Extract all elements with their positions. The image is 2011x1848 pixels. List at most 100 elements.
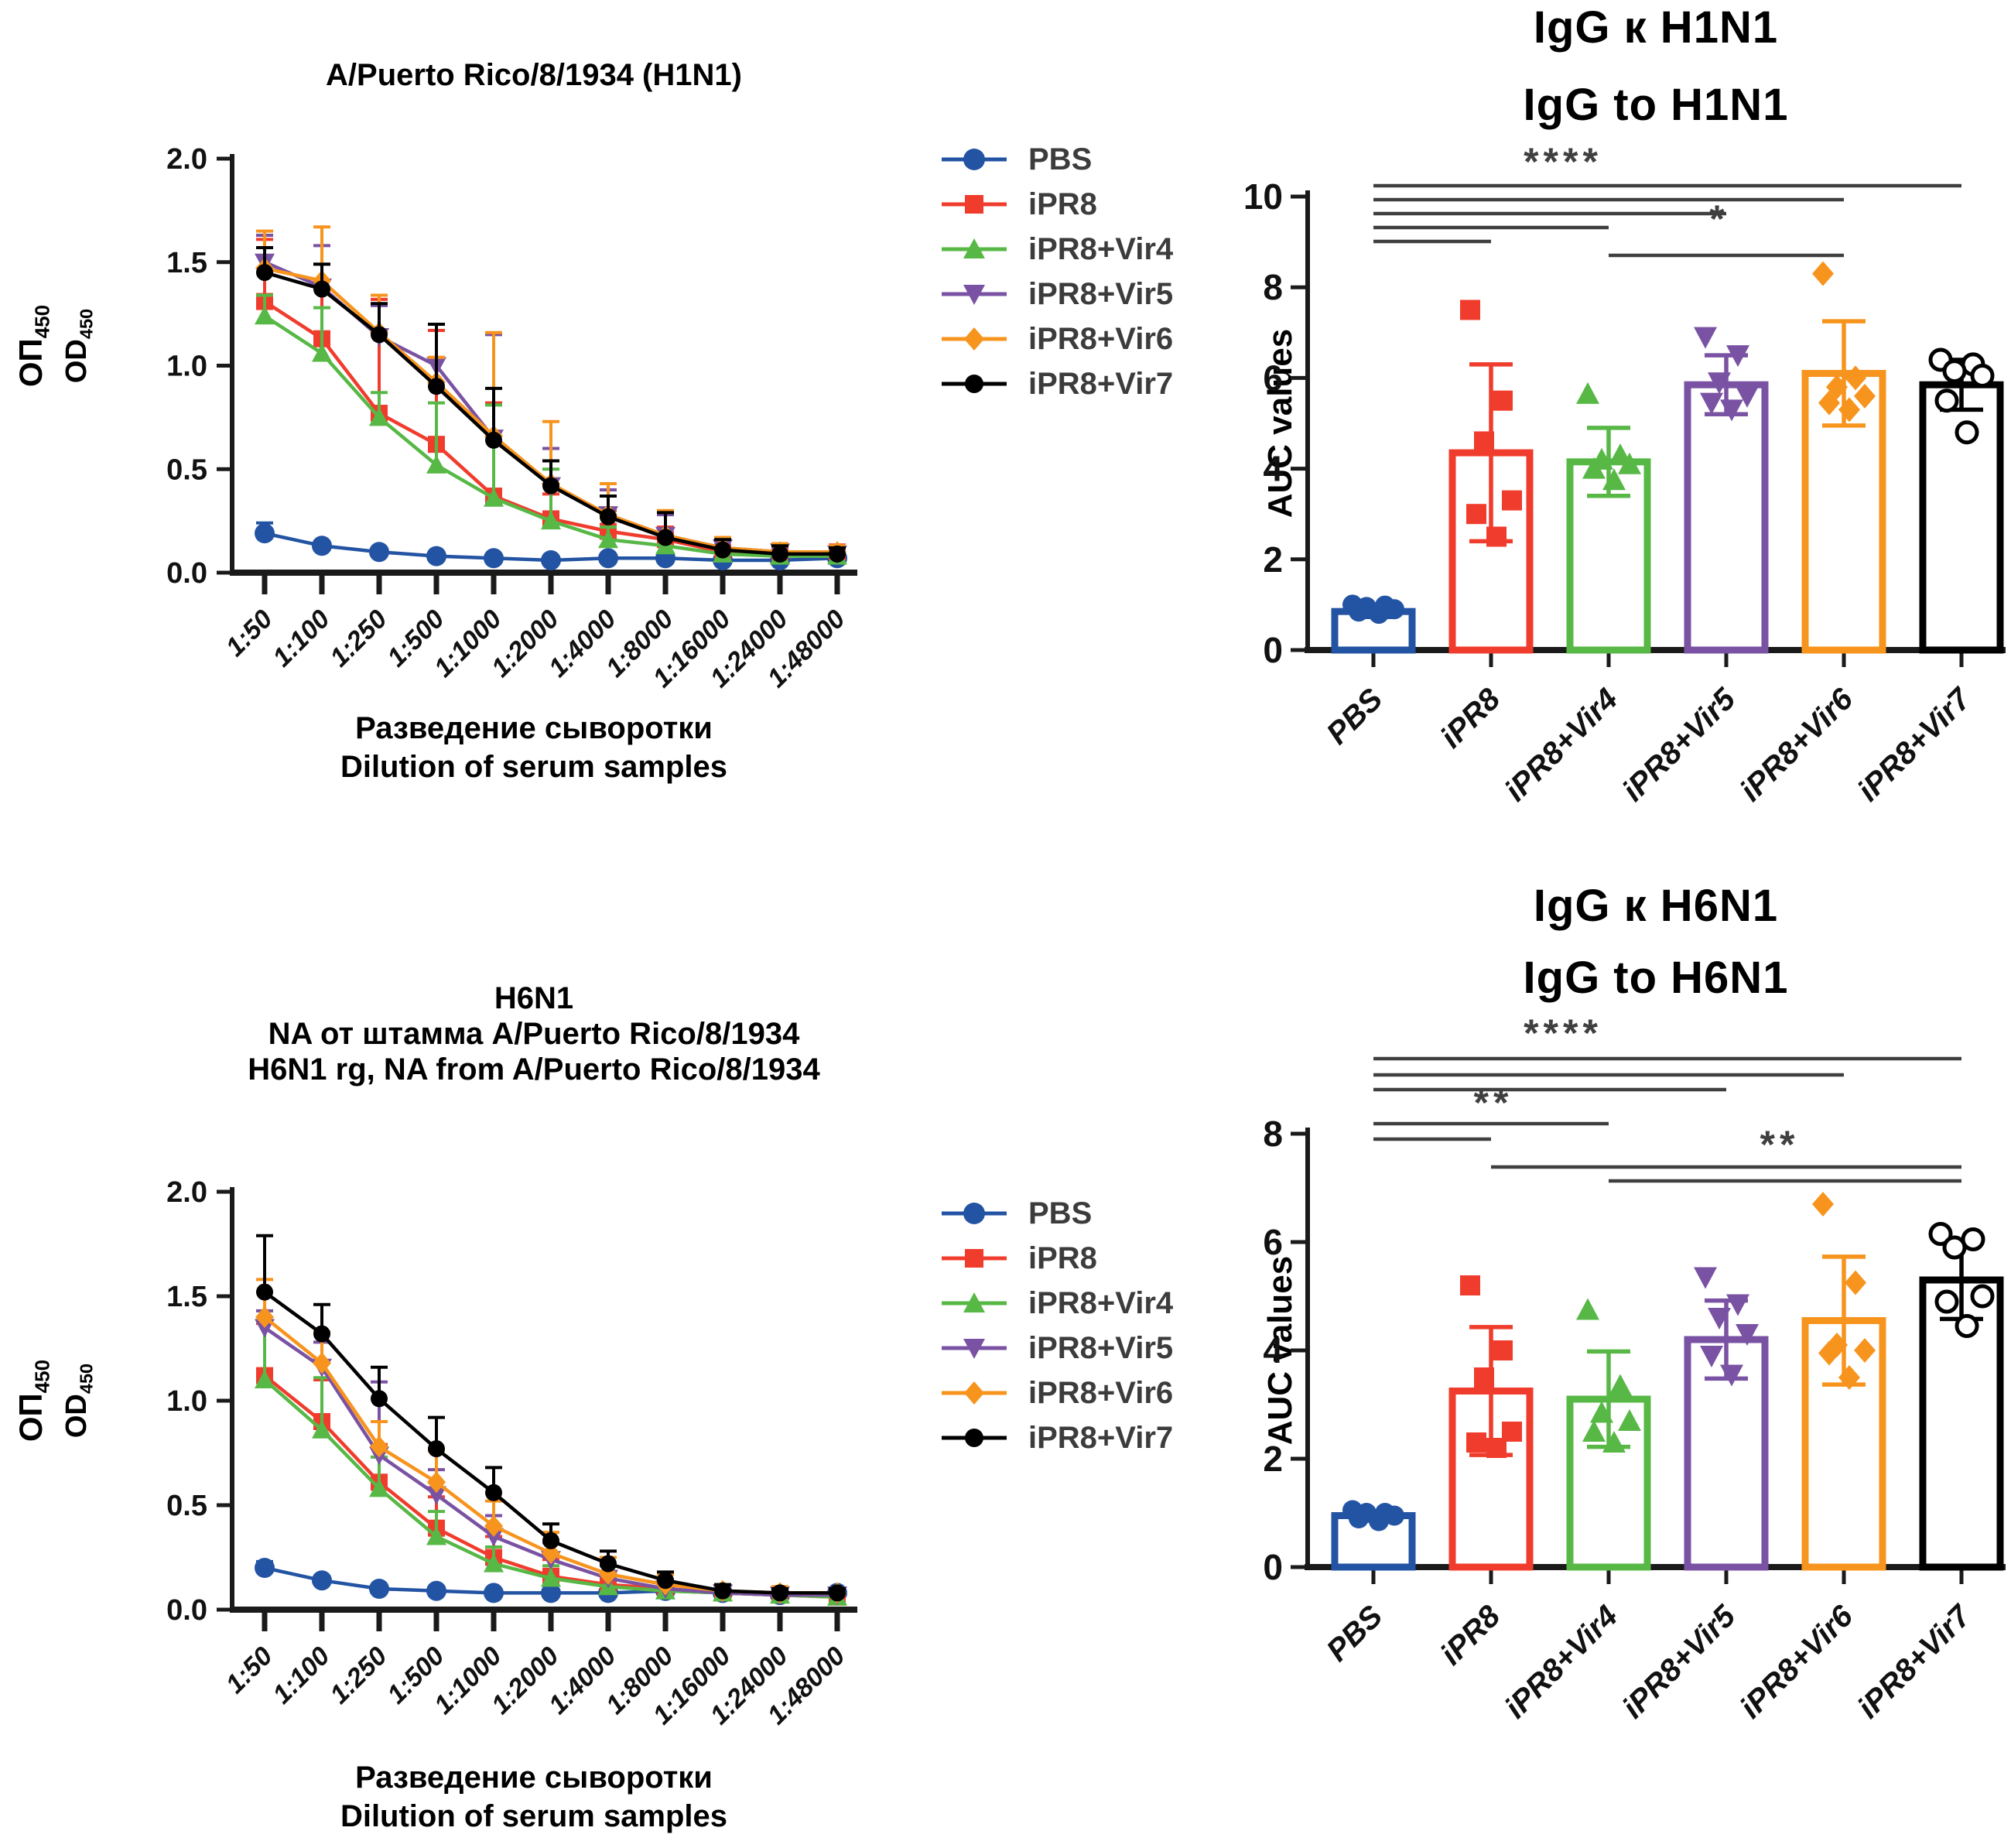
bar-chart-h1n1-title-ru: IgG к H1N1 — [1533, 2, 1779, 53]
significance-**-1: ** — [1373, 1081, 1609, 1141]
legend-item-ipr8-vir4: iPR8+Vir4 — [939, 1283, 1173, 1323]
legend-marker-triangle-down-icon — [942, 1339, 1007, 1359]
svg-text:10: 10 — [1243, 176, 1283, 217]
xlabel-ru: Разведение сыворотки — [355, 1761, 713, 1795]
line-chart-h6n1-xlabel: Разведение сыворотки Dilution of serum s… — [116, 1758, 952, 1836]
line-chart-h1n1-title: A/Puerto Rico/8/1934 (H1N1) — [326, 58, 742, 92]
legend-marker-triangle-up-icon — [942, 238, 1007, 258]
svg-text:iPR8+Vir4: iPR8+Vir4 — [1498, 682, 1624, 808]
legend-item-label: iPR8+Vir6 — [1028, 321, 1174, 356]
line-plot-h6n1: 0.00.51.01.52.01:501:1001:2501:5001:1000… — [166, 1176, 857, 1730]
bar-PBS — [1331, 594, 1416, 654]
svg-text:iPR8+Vir6: iPR8+Vir6 — [1733, 1599, 1859, 1725]
legend-item-label: PBS — [1028, 142, 1093, 176]
svg-text:0.5: 0.5 — [166, 453, 207, 486]
svg-text:**: ** — [1474, 1081, 1513, 1124]
legend-item-label: iPR8 — [1028, 187, 1097, 221]
svg-text:iPR8+Vir5: iPR8+Vir5 — [1616, 1599, 1742, 1725]
legend-item-ipr8: iPR8 — [939, 184, 1097, 224]
line-chart-h1n1-xlabel: Разведение сыворотки Dilution of serum s… — [116, 709, 952, 786]
svg-text:6: 6 — [1263, 358, 1283, 398]
svg-text:1:250: 1:250 — [324, 604, 392, 672]
svg-text:*: * — [1709, 197, 1729, 241]
svg-text:iPR8+Vir7: iPR8+Vir7 — [1851, 681, 1978, 808]
legend-item-ipr8: iPR8 — [939, 1238, 1097, 1278]
bar-chart-h1n1-title-en: IgG to H1N1 — [1523, 80, 1789, 130]
h6n1-title-line3: H6N1 rg, NA from A/Puerto Rico/8/1934 — [248, 1052, 820, 1087]
legend-item-label: PBS — [1028, 1196, 1093, 1230]
legend-marker-square-icon — [942, 1249, 1007, 1268]
bar-iPR8+Vir6 — [1801, 1192, 1886, 1571]
bar-iPR8+Vir4 — [1566, 1298, 1651, 1571]
legend-item-ipr8-vir7: iPR8+Vir7 — [939, 364, 1173, 404]
svg-text:iPR8: iPR8 — [1434, 682, 1507, 755]
svg-text:PBS: PBS — [1320, 682, 1389, 751]
series-iPR8+Vir7 — [256, 1234, 846, 1602]
legend-item-label: iPR8+Vir7 — [1028, 1420, 1174, 1455]
xlabel-en: Dilution of serum samples — [340, 750, 728, 784]
svg-text:iPR8+Vir6: iPR8+Vir6 — [1733, 682, 1859, 808]
h6n1-title-line2: NA от штамма A/Puerto Rico/8/1934 — [268, 1017, 800, 1051]
bar-plot-h6n1: 0 2 4 6 8 PBS iPR8iPR8+Vir4iPR8+Vir5iPR8+Vir6i… — [1263, 1011, 2006, 1725]
svg-text:4: 4 — [1263, 1330, 1283, 1371]
legend-item-label: iPR8+Vir4 — [1028, 231, 1174, 266]
legend-marker-circle-icon — [942, 1429, 1007, 1447]
svg-text:6: 6 — [1263, 1222, 1283, 1262]
legend-item-ipr8-vir5: iPR8+Vir5 — [939, 274, 1173, 314]
significance-*-1: * — [1609, 197, 1844, 258]
svg-text:2: 2 — [1263, 1439, 1283, 1479]
svg-text:1.5: 1.5 — [166, 247, 207, 279]
svg-text:4: 4 — [1263, 449, 1283, 489]
legend-item-ipr8-vir6: iPR8+Vir6 — [939, 319, 1173, 359]
legend-item-pbs: PBS — [939, 1193, 1092, 1234]
legend-item-label: iPR8+Vir6 — [1028, 1375, 1174, 1410]
bar-iPR8 — [1448, 299, 1534, 654]
legend-item-label: iPR8 — [1028, 1241, 1097, 1275]
significance-****-0: **** — [1373, 1011, 1961, 1092]
legend-marker-square-icon — [942, 195, 1007, 214]
legend-item-label: iPR8+Vir7 — [1028, 366, 1174, 401]
legend-marker-circle-icon — [942, 1203, 1007, 1224]
bar-iPR8+Vir5 — [1684, 1267, 1769, 1571]
series-PBS — [255, 521, 847, 570]
bar-iPR8+Vir5 — [1684, 327, 1769, 654]
bar-iPR8+Vir7 — [1919, 1222, 2004, 1571]
svg-text:****: **** — [1524, 140, 1602, 183]
svg-text:8: 8 — [1263, 267, 1283, 307]
svg-text:1.5: 1.5 — [166, 1281, 207, 1313]
legend-marker-diamond-icon — [942, 327, 1007, 351]
svg-text:iPR8+Vir7: iPR8+Vir7 — [1851, 1598, 1978, 1725]
legend-marker-diamond-icon — [942, 1381, 1007, 1405]
legend-marker-triangle-up-icon — [942, 1292, 1007, 1312]
legend-item-ipr8-vir6: iPR8+Vir6 — [939, 1373, 1173, 1413]
bar-PBS — [1331, 1500, 1416, 1571]
svg-text:1:100: 1:100 — [267, 1641, 335, 1709]
bar-chart-h6n1-title-ru: IgG к H6N1 — [1533, 881, 1779, 931]
significance-****-0: **** — [1373, 140, 1961, 244]
significance-**-2: ** — [1491, 1123, 1961, 1183]
svg-text:2.0: 2.0 — [166, 143, 207, 176]
svg-text:2: 2 — [1263, 539, 1283, 580]
svg-text:1.0: 1.0 — [166, 351, 207, 383]
bar-iPR8+Vir4 — [1566, 382, 1651, 654]
series-iPR8+Vir7 — [256, 246, 846, 563]
legend-marker-circle-icon — [942, 149, 1007, 170]
legend-item-label: iPR8+Vir5 — [1028, 276, 1174, 311]
line-plot-h1n1: 0.00.51.01.52.01:501:1001:2501:5001:1000… — [166, 143, 857, 693]
svg-text:2.0: 2.0 — [166, 1176, 207, 1209]
svg-text:0.5: 0.5 — [166, 1490, 207, 1522]
line-chart-h6n1-title: H6N1 NA от штамма A/Puerto Rico/8/1934 H… — [116, 980, 952, 1087]
svg-text:iPR8+Vir4: iPR8+Vir4 — [1498, 1599, 1624, 1725]
legend-item-label: iPR8+Vir4 — [1028, 1285, 1174, 1320]
svg-text:**: ** — [1760, 1123, 1800, 1166]
bar-iPR8+Vir7 — [1919, 347, 2004, 654]
h6n1-title-line1: H6N1 — [494, 981, 574, 1015]
xlabel-ru: Разведение сыворотки — [355, 711, 713, 745]
bar-chart-h6n1-title-en: IgG to H6N1 — [1523, 953, 1789, 1003]
svg-text:1:250: 1:250 — [324, 1641, 392, 1709]
svg-text:iPR8: iPR8 — [1434, 1599, 1507, 1672]
legend-marker-circle-icon — [942, 375, 1007, 393]
